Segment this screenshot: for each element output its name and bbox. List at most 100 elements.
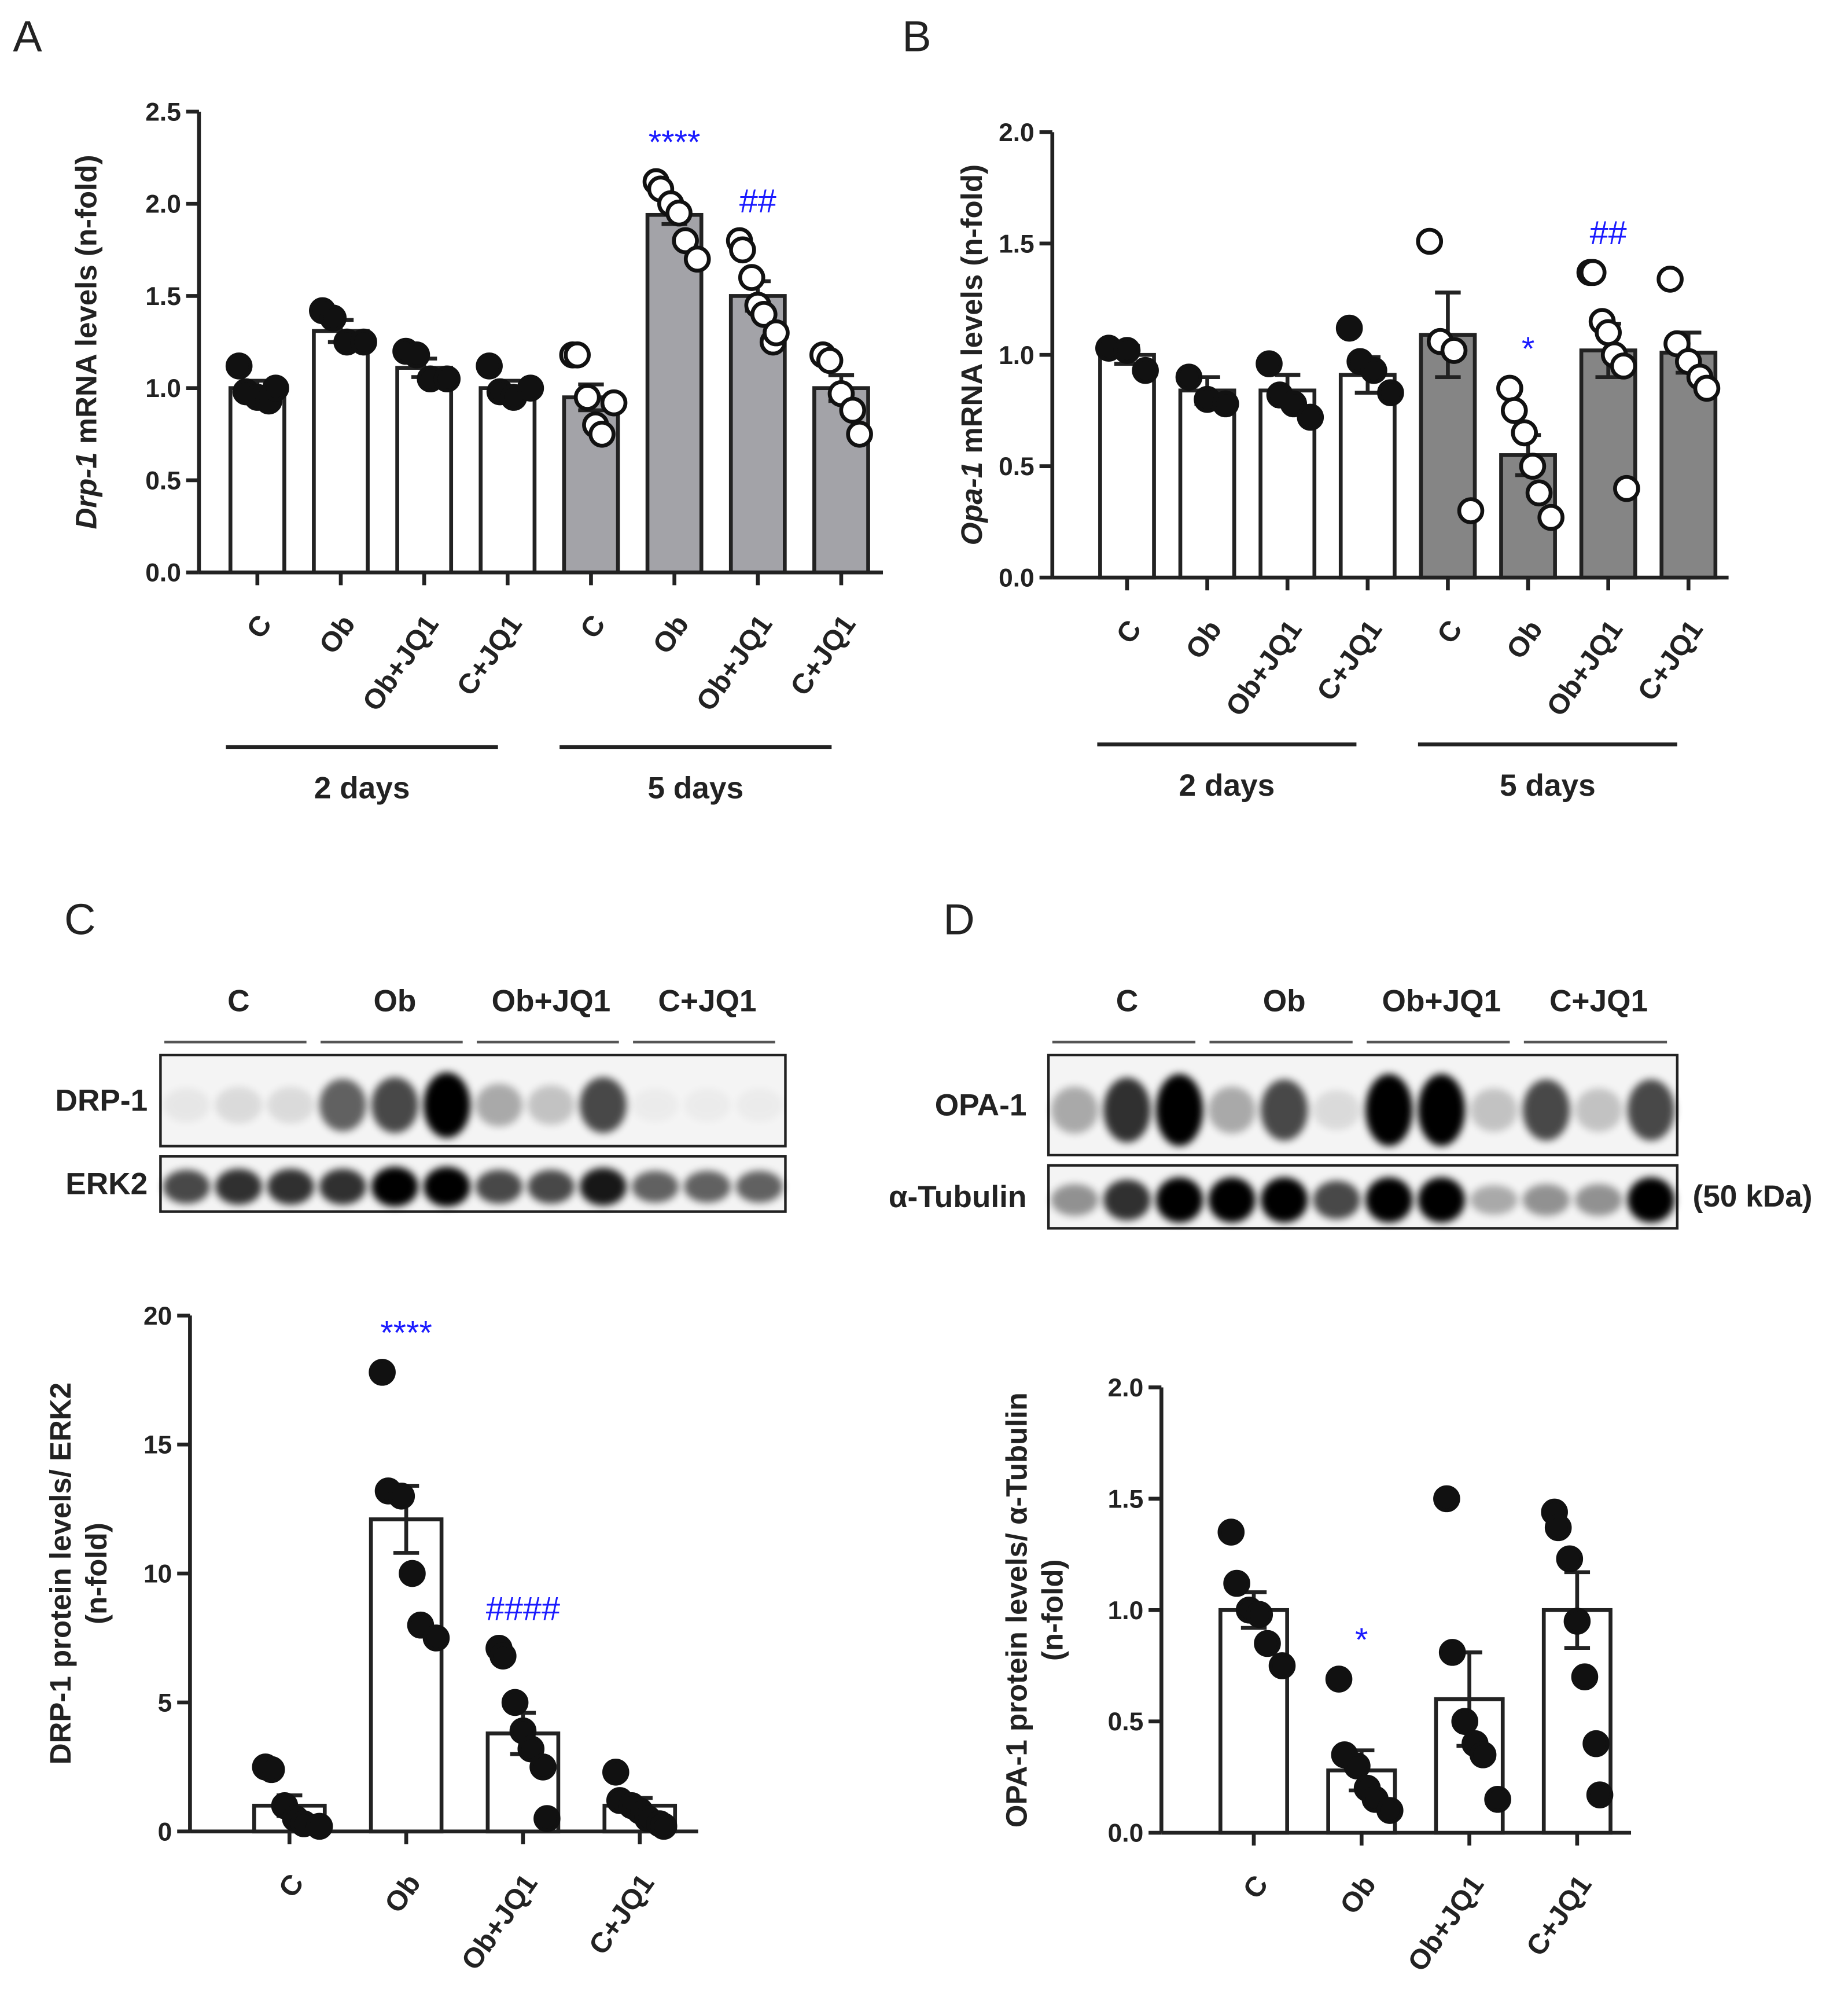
blot-band	[475, 1170, 522, 1204]
y-tick-label: 10	[143, 1560, 172, 1589]
data-point	[846, 421, 873, 448]
x-tick-label: C	[273, 1869, 310, 1903]
group-label: 5 days	[1500, 769, 1596, 803]
data-point	[683, 245, 711, 273]
data-point	[573, 384, 601, 411]
data-point	[489, 1642, 517, 1670]
blot-band	[1103, 1179, 1151, 1220]
data-point	[839, 396, 867, 424]
y-tick-label: 15	[143, 1431, 172, 1459]
data-point	[1268, 1652, 1296, 1679]
data-point	[476, 352, 503, 380]
blot-box	[159, 1155, 787, 1213]
data-point	[501, 1689, 529, 1716]
data-point	[1132, 356, 1159, 384]
blot-band	[684, 1088, 731, 1122]
significance: *	[1355, 1621, 1368, 1659]
blot-band	[1155, 1073, 1203, 1146]
data-point	[1212, 390, 1239, 418]
x-tick-label: Ob	[1180, 615, 1228, 664]
data-point	[1223, 1569, 1250, 1597]
data-point	[1254, 1630, 1281, 1657]
data-point	[1376, 1797, 1404, 1824]
y-tick-label: 2.5	[145, 98, 181, 126]
blot-band	[1522, 1184, 1570, 1216]
data-point	[369, 1359, 396, 1386]
blot-band	[1365, 1177, 1413, 1223]
y-axis-label-space	[69, 444, 102, 452]
blot-box	[159, 1053, 787, 1148]
data-point	[1297, 403, 1324, 431]
significance: ####	[486, 1591, 560, 1628]
blot-band	[735, 1171, 783, 1203]
blot-band	[423, 1167, 470, 1207]
blot-band	[1103, 1078, 1151, 1143]
y-tick-label: 2.0	[1108, 1374, 1144, 1402]
data-point	[350, 328, 377, 356]
data-point	[1451, 1708, 1479, 1735]
y-tick-label: 1.5	[145, 282, 181, 311]
x-tick-label: C+JQ1	[785, 609, 862, 701]
blot-row-label: α-Tubulin	[889, 1180, 1027, 1214]
data-point	[1511, 419, 1538, 447]
x-tick-label: Ob+JQ1	[1220, 615, 1308, 722]
data-point	[1563, 1608, 1591, 1635]
blot-box	[1047, 1164, 1679, 1230]
data-point	[1595, 319, 1622, 347]
blot-band	[319, 1168, 366, 1205]
data-point	[1335, 314, 1363, 342]
x-tick-label: Ob	[1501, 615, 1549, 664]
y-tick-label: 2.0	[145, 190, 181, 219]
y-axis-label: Drp-1 mRNA levels (n-fold)	[69, 155, 102, 530]
data-point	[319, 304, 347, 332]
data-point	[816, 347, 844, 374]
significance: ##	[739, 183, 776, 220]
blot-row-label: ERK2	[65, 1167, 148, 1201]
data-point	[403, 341, 430, 369]
data-point	[1175, 363, 1203, 391]
y-tick-label: 20	[143, 1302, 172, 1330]
data-point	[1416, 227, 1444, 255]
y-tick-label: 1.0	[999, 341, 1035, 370]
blot-band	[527, 1085, 575, 1125]
data-point	[1343, 1752, 1371, 1779]
blot-band	[579, 1077, 627, 1133]
blot-band	[1051, 1184, 1099, 1216]
data-point	[1693, 374, 1721, 402]
data-point	[1484, 1786, 1511, 1813]
data-point	[1656, 266, 1684, 293]
data-point	[1525, 479, 1553, 507]
y-tick-label: 0.0	[999, 564, 1035, 593]
data-point	[650, 1812, 678, 1840]
y-axis-label: Opa-1 mRNA levels (n-fold)	[955, 164, 988, 545]
y-axis-label-gene: Drp-1	[69, 452, 102, 529]
y-tick-label: 0	[158, 1818, 172, 1846]
blot-band	[319, 1079, 366, 1132]
blot-band	[1260, 1177, 1308, 1223]
group-label: 2 days	[1179, 769, 1275, 803]
data-point	[1469, 1741, 1497, 1768]
blot-band	[267, 1168, 314, 1205]
lane-label: C	[227, 984, 249, 1018]
x-tick-label: Ob	[647, 609, 695, 659]
blot-band	[1470, 1185, 1518, 1215]
y-tick-label: 1.0	[1108, 1597, 1144, 1625]
blot-band	[163, 1170, 210, 1204]
blot-band	[1418, 1177, 1466, 1223]
x-tick-label: Ob+JQ1	[455, 1869, 543, 1976]
data-point	[1377, 379, 1404, 406]
blot-band	[1627, 1177, 1675, 1223]
data-point	[672, 227, 699, 255]
data-point	[399, 1560, 426, 1587]
x-tick-label: Ob+JQ1	[1541, 615, 1629, 722]
x-tick-label: C	[1110, 615, 1147, 649]
data-point	[1586, 1781, 1614, 1808]
data-point	[1438, 1639, 1466, 1666]
data-point	[1537, 503, 1564, 531]
y-tick-label: 1.5	[1108, 1485, 1144, 1513]
x-tick-label: Ob	[379, 1869, 427, 1918]
group-label: 2 days	[314, 771, 410, 805]
data-point	[1556, 1545, 1584, 1573]
y-tick-label: 0.0	[145, 559, 181, 587]
